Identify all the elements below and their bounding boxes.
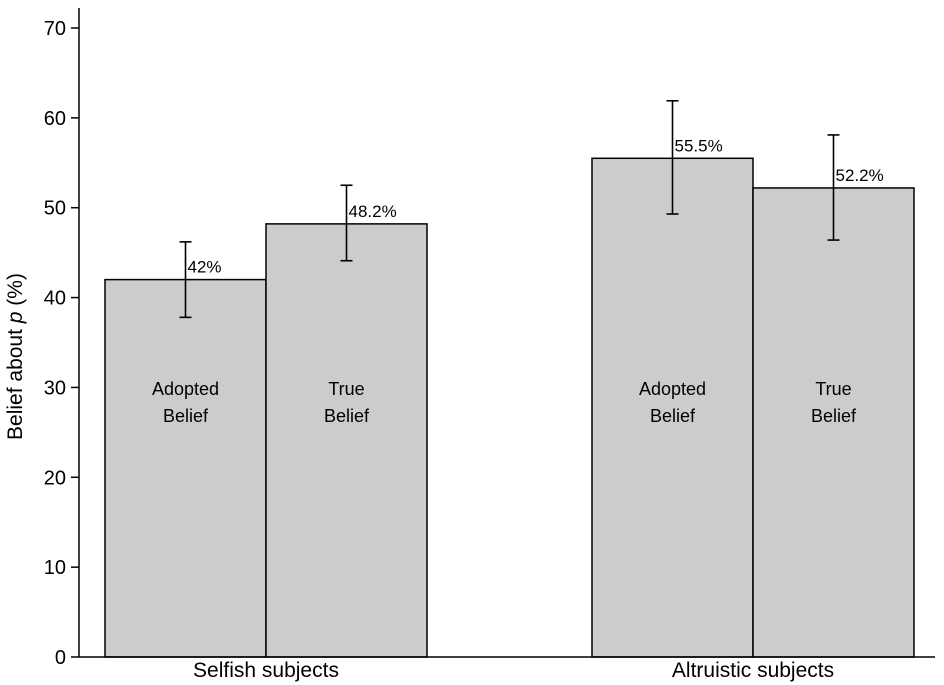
error-bar [666,99,679,215]
y-axis: 0 10 20 30 40 50 60 70 [44,8,80,669]
bar-group: 55.5% Adopted Belief 52.2% True Belief [591,99,915,658]
bar-name-label: Belief [650,406,696,426]
bar-name-label: Adopted [152,379,219,399]
bar-name-label: True [328,379,364,399]
bar [752,187,915,658]
y-tick-label: 10 [44,557,66,579]
bars: 42% Adopted Belief 48.2% True Belief 55.5% Adop… [104,99,915,658]
y-tick-label: 70 [44,18,66,40]
bar-name-label: Belief [811,406,857,426]
x-category-label: Altruistic subjects [672,659,834,682]
bar-value-label: 48.2% [349,202,397,221]
y-tick-label: 20 [44,467,66,489]
bar-name-label: Adopted [639,379,706,399]
y-axis-label-suffix: (%) [4,273,27,312]
bar-value-label: 52.2% [836,166,884,185]
bar [591,157,754,658]
error-bar [179,241,192,319]
y-tick-label: 40 [44,288,66,310]
bar-name-label: Belief [163,406,209,426]
y-tick-label: 60 [44,108,66,130]
y-axis-label: Belief about p (%) [4,273,27,440]
y-axis-label-variable: p [4,312,27,325]
bar-group: 42% Adopted Belief 48.2% True Belief [104,184,428,658]
x-category-label: Selfish subjects [193,659,339,682]
bar-value-label: 55.5% [675,136,723,155]
bar-name-label: Belief [324,406,370,426]
bar-value-label: 42% [188,258,222,277]
bar-name-label: True [815,379,851,399]
y-tick-label: 0 [55,647,66,669]
y-tick-label: 50 [44,198,66,220]
bar [265,223,428,658]
x-axis: Selfish subjects Altruistic subjects [79,656,935,682]
error-bar [340,184,353,262]
y-tick-label: 30 [44,377,66,399]
y-axis-label-prefix: Belief about [4,323,27,440]
bar [104,278,267,658]
error-bar [827,134,840,241]
